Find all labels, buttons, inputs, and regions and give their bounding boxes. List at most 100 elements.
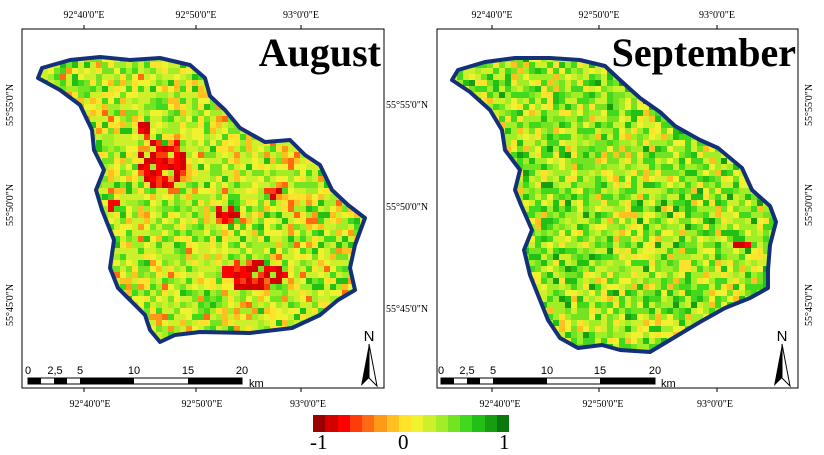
- raster-pixel: [168, 68, 174, 74]
- raster-pixel: [739, 206, 745, 212]
- raster-pixel: [565, 122, 571, 128]
- raster-pixel: [643, 140, 649, 146]
- raster-pixel: [667, 218, 673, 224]
- raster-pixel: [294, 182, 300, 188]
- raster-pixel: [589, 152, 595, 158]
- raster-pixel: [198, 158, 204, 164]
- raster-pixel: [589, 224, 595, 230]
- raster-pixel: [619, 242, 625, 248]
- raster-pixel: [637, 236, 643, 242]
- raster-pixel: [258, 188, 264, 194]
- raster-pixel: [288, 152, 294, 158]
- raster-pixel: [96, 188, 102, 194]
- raster-pixel: [541, 134, 547, 140]
- raster-pixel: [150, 182, 156, 188]
- raster-pixel: [216, 116, 222, 122]
- raster-pixel: [216, 260, 222, 266]
- raster-pixel: [54, 74, 60, 80]
- raster-pixel: [102, 68, 108, 74]
- raster-pixel: [330, 200, 336, 206]
- raster-pixel: [114, 80, 120, 86]
- raster-pixel: [132, 104, 138, 110]
- raster-pixel: [114, 182, 120, 188]
- raster-pixel: [168, 200, 174, 206]
- raster-pixel: [487, 74, 493, 80]
- raster-pixel: [198, 302, 204, 308]
- raster-pixel: [294, 224, 300, 230]
- raster-pixel: [613, 212, 619, 218]
- raster-pixel: [108, 122, 114, 128]
- raster-pixel: [691, 230, 697, 236]
- raster-pixel: [541, 98, 547, 104]
- raster-pixel: [138, 224, 144, 230]
- raster-pixel: [192, 260, 198, 266]
- raster-pixel: [246, 248, 252, 254]
- raster-pixel: [330, 290, 336, 296]
- raster-pixel: [72, 68, 78, 74]
- raster-pixel: [150, 206, 156, 212]
- raster-pixel: [553, 236, 559, 242]
- raster-pixel: [535, 68, 541, 74]
- raster-pixel: [312, 254, 318, 260]
- raster-pixel: [763, 218, 769, 224]
- raster-pixel: [192, 176, 198, 182]
- raster-pixel: [276, 308, 282, 314]
- raster-pixel: [150, 320, 156, 326]
- raster-pixel: [246, 296, 252, 302]
- raster-pixel: [156, 158, 162, 164]
- raster-pixel: [276, 254, 282, 260]
- raster-pixel: [216, 230, 222, 236]
- raster-pixel: [553, 188, 559, 194]
- raster-pixel: [210, 290, 216, 296]
- raster-pixel: [595, 92, 601, 98]
- raster-pixel: [721, 230, 727, 236]
- raster-pixel: [625, 212, 631, 218]
- raster-pixel: [306, 302, 312, 308]
- raster-pixel: [144, 158, 150, 164]
- raster-pixel: [144, 188, 150, 194]
- raster-pixel: [601, 68, 607, 74]
- raster-pixel: [709, 254, 715, 260]
- raster-pixel: [589, 62, 595, 68]
- raster-pixel: [619, 260, 625, 266]
- raster-pixel: [174, 104, 180, 110]
- raster-pixel: [228, 278, 234, 284]
- raster-pixel: [577, 170, 583, 176]
- raster-pixel: [168, 140, 174, 146]
- raster-pixel: [216, 212, 222, 218]
- raster-pixel: [745, 260, 751, 266]
- raster-pixel: [210, 236, 216, 242]
- raster-pixel: [222, 170, 228, 176]
- raster-pixel: [144, 248, 150, 254]
- raster-pixel: [330, 218, 336, 224]
- raster-pixel: [264, 218, 270, 224]
- raster-pixel: [721, 206, 727, 212]
- raster-pixel: [661, 194, 667, 200]
- raster-pixel: [577, 62, 583, 68]
- raster-pixel: [625, 158, 631, 164]
- raster-pixel: [144, 290, 150, 296]
- raster-pixel: [595, 236, 601, 242]
- raster-pixel: [156, 152, 162, 158]
- raster-pixel: [180, 218, 186, 224]
- raster-pixel: [222, 116, 228, 122]
- raster-pixel: [222, 176, 228, 182]
- raster-pixel: [541, 152, 547, 158]
- raster-pixel: [108, 218, 114, 224]
- raster-pixel: [324, 236, 330, 242]
- raster-pixel: [745, 212, 751, 218]
- raster-pixel: [354, 224, 360, 230]
- raster-pixel: [715, 248, 721, 254]
- raster-pixel: [559, 206, 565, 212]
- raster-pixel: [673, 146, 679, 152]
- raster-pixel: [282, 320, 288, 326]
- raster-pixel: [240, 212, 246, 218]
- raster-pixel: [222, 236, 228, 242]
- raster-pixel: [697, 224, 703, 230]
- raster-pixel: [156, 74, 162, 80]
- raster-pixel: [282, 152, 288, 158]
- raster-pixel: [469, 74, 475, 80]
- raster-pixel: [180, 176, 186, 182]
- raster-pixel: [78, 68, 84, 74]
- raster-pixel: [679, 170, 685, 176]
